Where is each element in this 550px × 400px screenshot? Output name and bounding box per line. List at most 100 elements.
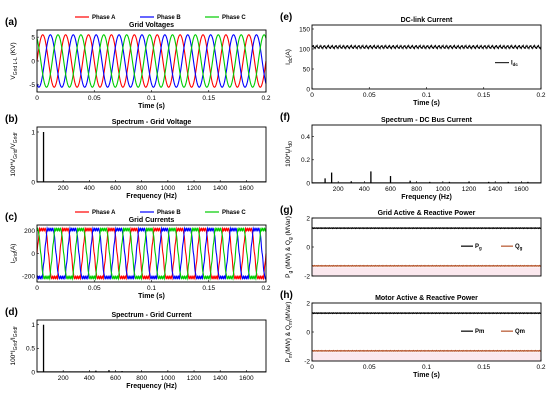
legend-label: Phase C xyxy=(222,15,246,21)
chart-title-g: Grid Active & Reactive Power xyxy=(378,210,476,217)
chart-title-b: Spectrum - Grid Voltage xyxy=(112,119,192,126)
x-tick-label: 0.2 xyxy=(261,95,270,102)
x-tick-label: 0.05 xyxy=(88,95,101,102)
legend-label: Phase A xyxy=(92,15,116,21)
x-axis-label-b: Frequency (Hz) xyxy=(126,193,177,200)
shaded-band xyxy=(312,267,541,276)
plot-frame xyxy=(36,29,267,93)
x-tick-label: 400 xyxy=(84,375,95,382)
x-tick-label: 200 xyxy=(58,185,69,192)
x-tick-label: 0.2 xyxy=(261,285,270,292)
x-tick-label: 1400 xyxy=(213,185,228,192)
panel-label-g: (g) xyxy=(280,205,293,216)
series-line-q xyxy=(311,264,542,267)
legend-label-p: Pg xyxy=(475,244,482,251)
y-tick-label: -5 xyxy=(29,82,35,89)
panel-label-f: (f) xyxy=(280,112,290,123)
y-axis-label-h: Pm(MW) & Qm(MVar) xyxy=(285,302,294,363)
y-tick-label: 0 xyxy=(31,369,35,376)
chart-title-f: Spectrum - DC Bus Current xyxy=(381,117,473,124)
y-axis-label-a: VGrid L-L (KV) xyxy=(10,42,19,79)
series-line-p xyxy=(311,227,542,230)
series-line-phase-c xyxy=(36,226,267,281)
plot-frame xyxy=(311,124,542,184)
legend-label: Phase A xyxy=(92,210,116,216)
legend-label-pm: Pm xyxy=(475,329,484,335)
x-tick-label: 0.1 xyxy=(147,285,156,292)
x-tick-label: 0.05 xyxy=(363,364,376,371)
x-axis-label-c: Time (s) xyxy=(138,293,165,300)
x-tick-label: 1200 xyxy=(187,375,202,382)
series-line-qm xyxy=(311,349,542,352)
x-tick-label: 0 xyxy=(35,95,39,102)
y-tick-label: 150 xyxy=(299,26,310,33)
x-tick-label: 1000 xyxy=(436,186,451,193)
legend-label: Phase C xyxy=(222,210,246,216)
y-tick-label: 0 xyxy=(306,180,310,187)
x-tick-label: 0.15 xyxy=(202,285,215,292)
chart-title-d: Spectrum - Grid Current xyxy=(111,312,192,319)
series-line-idc xyxy=(311,44,542,50)
y-axis-label-c: IGrid(A) xyxy=(10,244,19,264)
x-tick-label: 800 xyxy=(136,375,147,382)
x-tick-label: 0.1 xyxy=(422,92,431,99)
x-tick-label: 0 xyxy=(35,285,39,292)
y-tick-label: -200 xyxy=(22,274,35,281)
y-tick-label: 100 xyxy=(299,46,310,53)
panel-label-c: (c) xyxy=(5,212,17,223)
y-tick-label: 50 xyxy=(303,66,311,73)
y-tick-label: -2 xyxy=(304,273,310,280)
y-tick-label: 1 xyxy=(31,322,35,329)
x-tick-label: 600 xyxy=(110,185,121,192)
x-tick-label: 0.2 xyxy=(536,364,545,371)
x-tick-label: 1400 xyxy=(213,375,228,382)
x-axis-label-f: Frequency (Hz) xyxy=(401,194,452,201)
panel-label-b: (b) xyxy=(5,114,18,125)
y-tick-label: 0 xyxy=(31,251,35,258)
panel-e: (e) DC-link Current 0 0.05 0.1 0.15 0.2 0 50 100 1… xyxy=(280,12,546,107)
y-axis-label-f: 100*If/Id0 xyxy=(285,141,294,167)
y-tick-label: 0.2 xyxy=(301,157,310,164)
x-tick-label: 600 xyxy=(385,186,396,193)
x-tick-label: 1000 xyxy=(161,375,176,382)
legend-label-idc: Idc xyxy=(511,61,518,68)
x-tick-label: 800 xyxy=(411,186,422,193)
x-tick-label: 600 xyxy=(110,375,121,382)
chart-title-h: Motor Active & Reactive Power xyxy=(375,295,478,302)
x-tick-label: 0.1 xyxy=(422,364,431,371)
panel-label-h: (h) xyxy=(280,290,293,301)
x-tick-label: 200 xyxy=(333,186,344,193)
plot-frame xyxy=(36,126,267,183)
plot-frame xyxy=(36,224,267,283)
x-axis-label-h: Time (s) xyxy=(413,372,440,379)
x-tick-label: 200 xyxy=(58,375,69,382)
x-tick-label: 0.2 xyxy=(536,92,545,99)
y-axis-label-e: Idc(A) xyxy=(285,49,294,65)
chart-title-e: DC-link Current xyxy=(401,17,453,24)
y-tick-label: -2 xyxy=(304,358,310,365)
x-axis-label-d: Frequency (Hz) xyxy=(126,383,177,390)
legend-label-qm: Qm xyxy=(515,329,525,335)
x-tick-label: 0 xyxy=(310,92,314,99)
x-tick-label: 1200 xyxy=(462,186,477,193)
x-tick-label: 1200 xyxy=(187,185,202,192)
shaded-band xyxy=(312,352,541,361)
chart-title-c: Grid Currents xyxy=(129,217,175,224)
series-line-phase-b xyxy=(36,226,267,281)
y-tick-label: 0.5 xyxy=(26,346,35,353)
x-tick-label: 400 xyxy=(84,185,95,192)
y-tick-label: 5 xyxy=(31,34,35,41)
y-axis-label-d: 100*IGrid/IGridf xyxy=(10,326,19,366)
plot-frame xyxy=(311,217,542,277)
x-tick-label: 0.1 xyxy=(147,95,156,102)
legend-label-q: Qg xyxy=(515,244,523,251)
plot-frame xyxy=(311,24,542,90)
y-tick-label: 2 xyxy=(306,215,310,222)
panel-label-e: (e) xyxy=(280,12,292,23)
y-tick-label: 0 xyxy=(306,244,310,251)
y-tick-label: 0 xyxy=(31,58,35,65)
x-tick-label: 1600 xyxy=(514,186,529,193)
y-tick-label: 0 xyxy=(306,329,310,336)
